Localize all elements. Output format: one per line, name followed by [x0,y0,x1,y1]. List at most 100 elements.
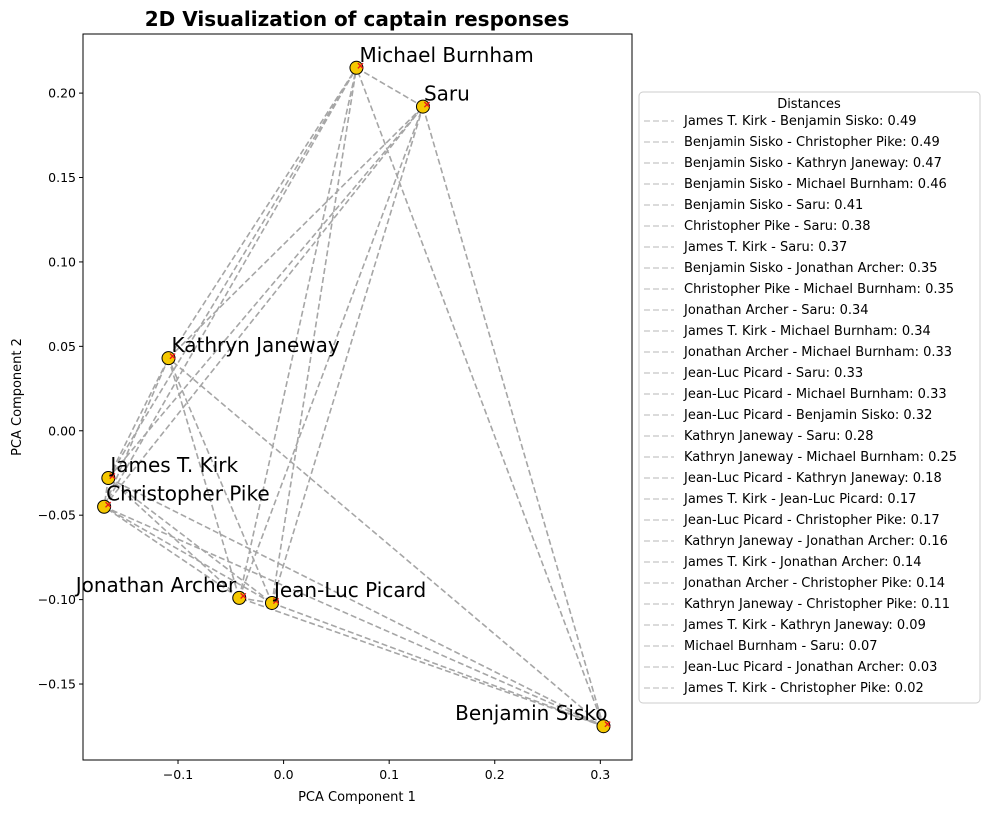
marker-jonathan-archer [240,592,247,599]
legend-entry-label: Jonathan Archer - Saru: 0.34 [683,303,869,318]
marker-michael-burnham [357,62,364,69]
legend-entry-label: Michael Burnham - Saru: 0.07 [684,639,878,654]
legend-entry: Jonathan Archer - Michael Burnham: 0.33 [644,345,952,360]
distance-line-benjamin-sisko-jonathan-archer [238,597,604,727]
distance-line-james-t-kirk-kathryn-janeway [107,357,170,479]
distance-line-christopher-pike-michael-burnham [103,67,358,508]
legend-entry: Michael Burnham - Saru: 0.07 [644,639,878,654]
legend: Distances James T. Kirk - Benjamin Sisko… [638,91,981,704]
y-tick-label: −0.05 [38,508,76,523]
point-label-jonathan-archer: Jonathan Archer [74,573,237,597]
legend-entry-label: James T. Kirk - Christopher Pike: 0.02 [683,681,924,696]
data-points [97,60,611,734]
point-label-jean-luc-picard: Jean-Luc Picard [272,578,426,602]
distance-line-benjamin-sisko-saru [422,106,605,727]
legend-entry: Jean-Luc Picard - Christopher Pike: 0.17 [644,513,940,528]
marker-stroke [604,721,611,728]
point-label-michael-burnham: Michael Burnham [359,43,533,67]
legend-entry-label: Jean-Luc Picard - Benjamin Sisko: 0.32 [683,408,932,423]
legend-entry: James T. Kirk - Jean-Luc Picard: 0.17 [644,492,916,507]
legend-entry: Jean-Luc Picard - Michael Burnham: 0.33 [644,387,947,402]
legend-entry-label: Kathryn Janeway - Saru: 0.28 [684,429,874,444]
legend-entry-label: Benjamin Sisko - Jonathan Archer: 0.35 [684,261,938,276]
distance-line-benjamin-sisko-michael-burnham [355,67,605,727]
legend-entry-label: Benjamin Sisko - Michael Burnham: 0.46 [684,177,947,192]
distance-line-benjamin-sisko-kathryn-janeway [168,357,605,727]
legend-entry: Kathryn Janeway - Jonathan Archer: 0.16 [644,534,948,549]
legend-title: Distances [777,97,841,112]
legend-entry: Benjamin Sisko - Jonathan Archer: 0.35 [644,261,938,276]
plot-frame [82,33,633,761]
legend-entry-label: James T. Kirk - Benjamin Sisko: 0.49 [683,114,917,129]
legend-entry-label: Benjamin Sisko - Saru: 0.41 [684,198,863,213]
legend-entry: Jonathan Archer - Saru: 0.34 [644,303,869,318]
point-label-saru: Saru [424,82,470,106]
distance-line-jean-luc-picard-kathryn-janeway [167,357,273,604]
legend-frame [638,91,981,704]
distance-line-james-t-kirk-jean-luc-picard [107,477,273,604]
distance-line-kathryn-janeway-jonathan-archer [167,357,241,599]
plot-area: Michael Burnham Saru Kathryn Janeway James … [74,33,633,761]
legend-entry-label: Jean-Luc Picard - Michael Burnham: 0.33 [683,387,947,402]
distance-line-christopher-pike-saru [103,106,424,508]
x-tick-label: 0.0 [274,767,294,782]
distance-line-jonathan-archer-saru [238,106,424,599]
chart-title: 2D Visualization of captain responses [145,7,570,31]
legend-entry-label: Kathryn Janeway - Christopher Pike: 0.11 [684,597,950,612]
marker-stroke [109,472,116,480]
x-tick-label: 0.3 [590,767,610,782]
x-axis-label: PCA Component 1 [298,790,416,805]
marker-stroke [423,101,431,108]
legend-entry-label: Kathryn Janeway - Jonathan Archer: 0.16 [684,534,948,549]
legend-entry-label: James T. Kirk - Kathryn Janeway: 0.09 [683,618,926,633]
legend-entry-label: Jean-Luc Picard - Jonathan Archer: 0.03 [683,660,937,675]
legend-entry: Benjamin Sisko - Christopher Pike: 0.49 [644,135,940,150]
marker-james-t-kirk [109,472,116,480]
legend-entry: Christopher Pike - Michael Burnham: 0.35 [644,282,954,297]
marker-stroke [169,353,176,360]
legend-entry-label: Jean-Luc Picard - Kathryn Janeway: 0.18 [683,471,942,486]
legend-entry-label: James T. Kirk - Saru: 0.37 [683,240,847,255]
legend-entry-label: Jean-Luc Picard - Saru: 0.33 [683,366,863,381]
distance-line-james-t-kirk-michael-burnham [107,67,358,479]
x-tick-label: −0.1 [163,767,193,782]
legend-entry: James T. Kirk - Kathryn Janeway: 0.09 [644,618,926,633]
legend-entry-label: Christopher Pike - Michael Burnham: 0.35 [684,282,954,297]
distance-line-jean-luc-picard-benjamin-sisko [271,602,604,727]
legend-entry: James T. Kirk - Saru: 0.37 [644,240,847,255]
distance-line-james-t-kirk-saru [107,106,424,479]
legend-entry-label: Benjamin Sisko - Kathryn Janeway: 0.47 [684,156,942,171]
legend-entry: Christopher Pike - Saru: 0.38 [644,219,871,234]
marker-jean-luc-picard [272,597,280,605]
marker-kathryn-janeway [169,353,176,360]
marker-stroke [240,592,247,599]
distance-line-jean-luc-picard-saru [271,106,424,604]
distance-line-james-t-kirk-benjamin-sisko [107,477,604,727]
legend-entry-label: Jean-Luc Picard - Christopher Pike: 0.17 [683,513,940,528]
y-tick-label: 0.05 [48,339,76,354]
point-label-christopher-pike: Christopher Pike [106,482,270,506]
legend-entry: James T. Kirk - Christopher Pike: 0.02 [644,681,924,696]
legend-entry: James T. Kirk - Benjamin Sisko: 0.49 [644,114,917,129]
legend-entry-label: James T. Kirk - Jonathan Archer: 0.14 [683,555,922,570]
legend-entry: Benjamin Sisko - Kathryn Janeway: 0.47 [644,156,942,171]
legend-entry-label: Jonathan Archer - Michael Burnham: 0.33 [683,345,952,360]
y-tick-label: 0.20 [48,86,76,101]
legend-entry: Kathryn Janeway - Michael Burnham: 0.25 [644,450,957,465]
marker-stroke [357,62,364,69]
x-tick-label: 0.1 [379,767,399,782]
distance-line-james-t-kirk-jonathan-archer [107,477,240,599]
legend-entry-label: Kathryn Janeway - Michael Burnham: 0.25 [684,450,957,465]
legend-entry: Kathryn Janeway - Saru: 0.28 [644,429,874,444]
distance-lines [103,67,605,727]
distance-line-kathryn-janeway-saru [167,106,424,359]
legend-entry: Jean-Luc Picard - Saru: 0.33 [644,366,863,381]
legend-entry: Benjamin Sisko - Michael Burnham: 0.46 [644,177,947,192]
point-label-benjamin-sisko: Benjamin Sisko [455,701,607,725]
marker-stroke [105,501,112,508]
legend-entry: James T. Kirk - Jonathan Archer: 0.14 [644,555,922,570]
distance-line-jean-luc-picard-michael-burnham [271,67,358,604]
point-label-kathryn-janeway: Kathryn Janeway [172,333,340,357]
marker-saru [423,101,431,108]
distance-line-michael-burnham-saru [356,67,424,108]
